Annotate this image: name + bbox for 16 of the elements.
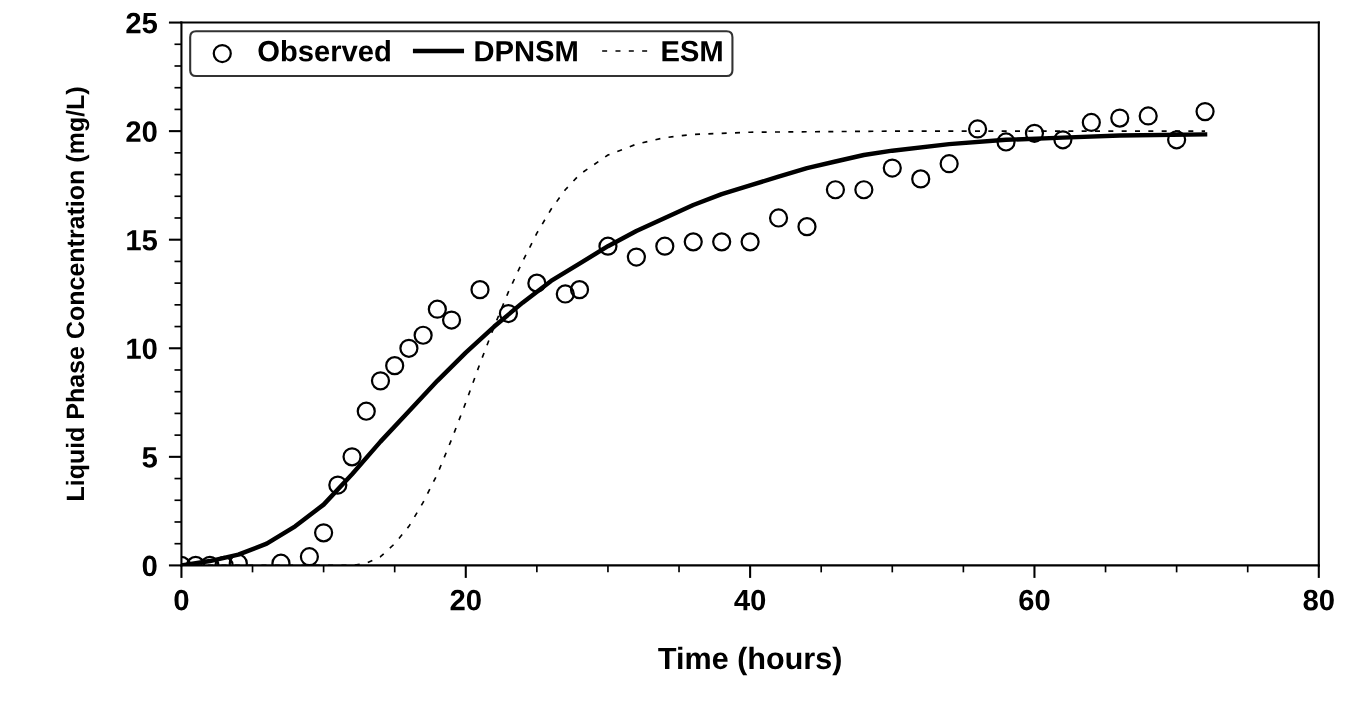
y-tick-label: 15 — [127, 230, 158, 251]
legend-label: DPNSM — [475, 40, 577, 62]
y-tick-label: 0 — [142, 555, 157, 577]
x-tick-label: 40 — [734, 589, 766, 611]
legend-label: Observed — [258, 40, 390, 62]
legend-label: ESM — [662, 40, 722, 62]
y-tick-label: 20 — [126, 121, 157, 142]
x-tick-label: 20 — [450, 589, 481, 611]
x-tick-label: 80 — [1303, 589, 1334, 611]
y-tick-label: 10 — [127, 338, 157, 360]
x-tick-label: 60 — [1019, 589, 1050, 611]
y-tick-label: 25 — [126, 12, 158, 34]
y-axis-title: Liquid Phase Concentration (mg/L) — [65, 87, 90, 500]
x-axis-title: Time (hours) — [658, 646, 841, 676]
y-tick-label: 5 — [142, 447, 158, 468]
x-tick-label: 0 — [174, 589, 189, 611]
